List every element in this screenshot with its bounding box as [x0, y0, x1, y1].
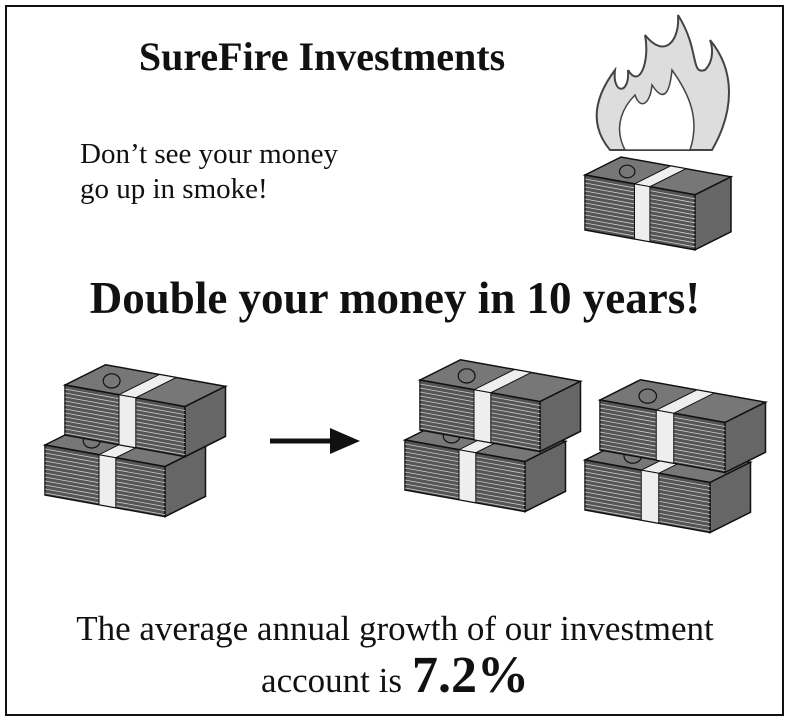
band-front [119, 395, 136, 448]
tagline-line: go up in smoke! [80, 173, 268, 205]
title: SureFire Investments [139, 34, 505, 79]
growth-text: The average annual growth of our investm… [76, 609, 714, 648]
page: SureFire Investments Don’t see your mone… [0, 0, 790, 722]
band-front [656, 410, 674, 463]
headline: Double your money in 10 years! [90, 273, 700, 323]
growth-rate: 7.2% [412, 647, 529, 704]
advertisement: SureFire Investments Don’t see your mone… [0, 0, 790, 722]
growth-text-start: account is [261, 661, 402, 700]
band-front [459, 450, 476, 503]
band-front [635, 184, 650, 242]
band-front [474, 390, 491, 443]
tagline-line: Don’t see your money [80, 138, 338, 170]
band-front [641, 470, 659, 523]
band-front [99, 455, 116, 508]
